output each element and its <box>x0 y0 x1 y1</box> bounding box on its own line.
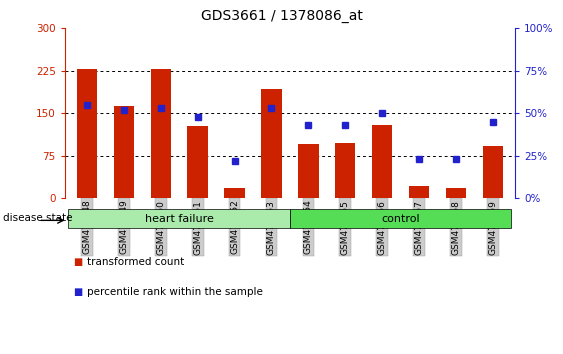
Bar <box>225 188 245 198</box>
Bar <box>114 107 134 198</box>
Bar <box>446 188 466 198</box>
Bar <box>77 69 97 198</box>
Bar <box>69 209 290 228</box>
Bar <box>261 89 282 198</box>
Bar <box>290 209 511 228</box>
Bar <box>335 143 355 198</box>
Text: ■: ■ <box>73 287 82 297</box>
Text: percentile rank within the sample: percentile rank within the sample <box>87 287 263 297</box>
Text: heart failure: heart failure <box>145 213 213 224</box>
Text: disease state: disease state <box>3 213 72 223</box>
Bar <box>372 125 392 198</box>
Bar <box>187 126 208 198</box>
Text: GDS3661 / 1378086_at: GDS3661 / 1378086_at <box>200 9 363 23</box>
Bar <box>483 146 503 198</box>
Text: transformed count: transformed count <box>87 257 185 267</box>
Text: control: control <box>381 213 420 224</box>
Text: ■: ■ <box>73 257 82 267</box>
Bar <box>409 186 430 198</box>
Bar <box>150 69 171 198</box>
Bar <box>298 144 319 198</box>
